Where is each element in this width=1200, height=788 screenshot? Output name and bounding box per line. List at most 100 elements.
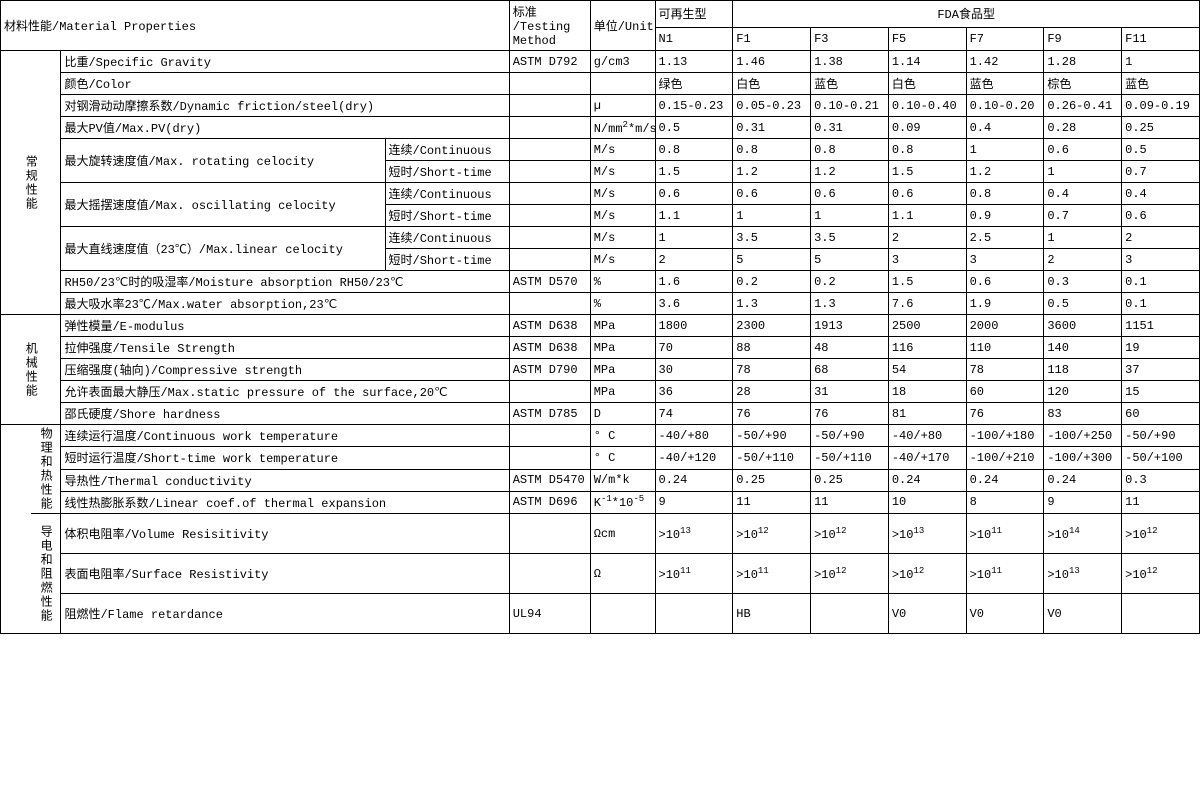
unit-cell: % — [590, 293, 655, 315]
val-cell: 0.24 — [966, 469, 1044, 491]
val-cell: 0.7 — [1044, 205, 1122, 227]
val-cell: -50/+90 — [1122, 425, 1200, 447]
val-cell: 1 — [1122, 51, 1200, 73]
val-cell: 2300 — [733, 315, 811, 337]
std-cell — [509, 381, 590, 403]
col-f11: F11 — [1122, 27, 1200, 50]
val-cell: 蓝色 — [811, 73, 889, 95]
val-cell: 1.3 — [811, 293, 889, 315]
val-cell: 0.6 — [733, 183, 811, 205]
val-cell: 1.38 — [811, 51, 889, 73]
val-cell: 0.10-0.20 — [966, 95, 1044, 117]
sub-continuous: 连续/Continuous — [385, 183, 509, 205]
val-cell: 36 — [655, 381, 733, 403]
std-cell — [509, 249, 590, 271]
col-f7: F7 — [966, 27, 1044, 50]
val-cell: 0.4 — [1122, 183, 1200, 205]
val-cell: -50/+100 — [1122, 447, 1200, 469]
val-cell: 0.3 — [1044, 271, 1122, 293]
val-cell: 18 — [888, 381, 966, 403]
prop-dyn-friction: 对钢滑动动摩擦系数/Dynamic friction/steel(dry) — [61, 95, 509, 117]
val-cell: >1013 — [1044, 554, 1122, 594]
val-cell: 3 — [966, 249, 1044, 271]
prop-color: 颜色/Color — [61, 73, 509, 95]
val-cell: 0.5 — [1122, 139, 1200, 161]
renewable-header: 可再生型 — [655, 1, 733, 28]
val-cell: >1012 — [1122, 514, 1200, 554]
val-cell: >1012 — [733, 514, 811, 554]
val-cell: 1.9 — [966, 293, 1044, 315]
general-category: 常规性能 — [1, 51, 61, 315]
val-cell: 0.1 — [1122, 293, 1200, 315]
col-n1: N1 — [655, 27, 733, 50]
val-cell — [655, 594, 733, 634]
prop-vol-res: 体积电阻率/Volume Resisitivity — [61, 514, 509, 554]
val-cell: 1.28 — [1044, 51, 1122, 73]
unit-cell: N/mm2*m/s — [590, 117, 655, 139]
val-cell: 0.6 — [811, 183, 889, 205]
prop-compressive: 压缩强度(轴向)/Compressive strength — [61, 359, 509, 381]
prop-max-lin: 最大直线速度值（23℃）/Max.linear celocity — [61, 227, 385, 271]
val-cell: 48 — [811, 337, 889, 359]
val-cell: 棕色 — [1044, 73, 1122, 95]
val-cell: >1012 — [888, 554, 966, 594]
val-cell: 0.31 — [811, 117, 889, 139]
std-cell — [509, 554, 590, 594]
val-cell: 81 — [888, 403, 966, 425]
val-cell — [1122, 594, 1200, 634]
val-cell: >1014 — [1044, 514, 1122, 554]
unit-cell: K-1*10-5 — [590, 491, 655, 513]
prop-flame: 阻燃性/Flame retardance — [61, 594, 509, 634]
col-f5: F5 — [888, 27, 966, 50]
std-cell — [509, 293, 590, 315]
val-cell: V0 — [888, 594, 966, 634]
val-cell: -100/+300 — [1044, 447, 1122, 469]
val-cell: 28 — [733, 381, 811, 403]
val-cell: 140 — [1044, 337, 1122, 359]
val-cell: -40/+80 — [655, 425, 733, 447]
unit-cell: g/cm3 — [590, 51, 655, 73]
val-cell: >1013 — [655, 514, 733, 554]
val-cell: 120 — [1044, 381, 1122, 403]
prop-shore: 邵氏硬度/Shore hardness — [61, 403, 509, 425]
val-cell: 2 — [1044, 249, 1122, 271]
unit-cell: W/m*k — [590, 469, 655, 491]
val-cell: 0.24 — [888, 469, 966, 491]
val-cell: 0.6 — [966, 271, 1044, 293]
val-cell: 0.8 — [655, 139, 733, 161]
val-cell: 0.05-0.23 — [733, 95, 811, 117]
unit-cell — [590, 73, 655, 95]
unit-cell: M/s — [590, 205, 655, 227]
testing-method-header: 标准 /Testing Method — [509, 1, 590, 51]
std-cell: ASTM D5470 — [509, 469, 590, 491]
val-cell: 68 — [811, 359, 889, 381]
val-cell: 0.25 — [733, 469, 811, 491]
val-cell: 15 — [1122, 381, 1200, 403]
prop-max-osc: 最大摇摆速度值/Max. oscillating celocity — [61, 183, 385, 227]
val-cell: 11 — [811, 491, 889, 513]
val-cell: 11 — [1122, 491, 1200, 513]
val-cell: 0.24 — [655, 469, 733, 491]
val-cell: >1011 — [966, 554, 1044, 594]
val-cell: 蓝色 — [1122, 73, 1200, 95]
val-cell: 2 — [1122, 227, 1200, 249]
prop-tensile: 拉伸强度/Tensile Strength — [61, 337, 509, 359]
val-cell: 0.6 — [655, 183, 733, 205]
val-cell: 0.31 — [733, 117, 811, 139]
val-cell: 1151 — [1122, 315, 1200, 337]
val-cell: -50/+110 — [733, 447, 811, 469]
prop-max-water: 最大吸水率23℃/Max.water absorption,23℃ — [61, 293, 509, 315]
std-cell — [509, 73, 590, 95]
val-cell: -50/+90 — [733, 425, 811, 447]
unit-cell: MPa — [590, 359, 655, 381]
val-cell: -100/+210 — [966, 447, 1044, 469]
val-cell: 5 — [811, 249, 889, 271]
val-cell: 37 — [1122, 359, 1200, 381]
val-cell: 1.5 — [888, 161, 966, 183]
val-cell: 2000 — [966, 315, 1044, 337]
val-cell: 1.2 — [966, 161, 1044, 183]
val-cell: 1 — [733, 205, 811, 227]
val-cell: >1012 — [1122, 554, 1200, 594]
val-cell: 0.28 — [1044, 117, 1122, 139]
val-cell: 0.10-0.21 — [811, 95, 889, 117]
